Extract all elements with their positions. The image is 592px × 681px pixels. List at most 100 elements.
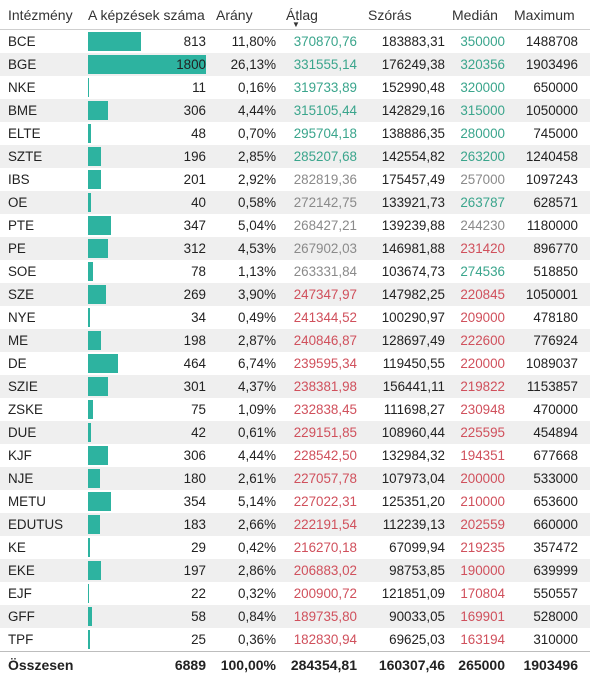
data-bar-cell	[88, 76, 208, 99]
table-row[interactable]: ME 198 2,87% 240846,87 128697,49 222600 776924	[0, 329, 590, 352]
cell-maximum: 1089037	[525, 356, 578, 371]
data-bar	[88, 78, 89, 97]
header-maximum[interactable]: Maximum	[514, 6, 575, 23]
cell-szoras: 111698,27	[383, 402, 445, 417]
data-bar-cell	[88, 145, 208, 168]
cell-atlag: 295704,18	[293, 126, 357, 141]
cell-maximum: 454894	[533, 425, 578, 440]
cell-kepzesek-szama: 48	[191, 126, 206, 141]
cell-atlag: 200900,72	[293, 586, 357, 601]
table-row[interactable]: IBS 201 2,92% 282819,36 175457,49 257000 10972…	[0, 168, 590, 191]
data-bar	[88, 607, 92, 626]
cell-intezmeny: SZIE	[8, 379, 38, 394]
cell-szoras: 107973,04	[381, 471, 445, 486]
cell-maximum: 518850	[533, 264, 578, 279]
cell-median: 170804	[460, 586, 505, 601]
cell-atlag: 240846,87	[293, 333, 357, 348]
header-kepzesek-szama[interactable]: A képzések száma	[88, 6, 205, 23]
cell-szoras: 147982,25	[381, 287, 445, 302]
table-row[interactable]: KE 29 0,42% 216270,18 67099,94 219235 357472	[0, 536, 590, 559]
cell-kepzesek-szama: 464	[183, 356, 206, 371]
cell-szoras: 108960,44	[381, 425, 445, 440]
cell-szoras: 138886,35	[381, 126, 445, 141]
table-row[interactable]: SZE 269 3,90% 247347,97 147982,25 220845 10500…	[0, 283, 590, 306]
cell-atlag: 239595,34	[293, 356, 357, 371]
cell-szoras: 125351,20	[381, 494, 445, 509]
table-row[interactable]: NJE 180 2,61% 227057,78 107973,04 200000 53300…	[0, 467, 590, 490]
cell-maximum: 639999	[533, 563, 578, 578]
total-label: Összesen	[8, 656, 74, 673]
table-row[interactable]: TPF 25 0,36% 182830,94 69625,03 163194 310000	[0, 628, 590, 651]
cell-atlag: 285207,68	[293, 149, 357, 164]
cell-arany: 11,80%	[231, 34, 276, 49]
table-row[interactable]: GFF 58 0,84% 189735,80 90033,05 169901 528000	[0, 605, 590, 628]
header-intezmeny[interactable]: Intézmény	[8, 6, 73, 23]
cell-intezmeny: SZTE	[8, 149, 43, 164]
table-row[interactable]: BME 306 4,44% 315105,44 142829,16 315000 10500…	[0, 99, 590, 122]
cell-intezmeny: PTE	[8, 218, 35, 233]
table-row[interactable]: OE 40 0,58% 272142,75 133921,73 263787 628571	[0, 191, 590, 214]
cell-maximum: 745000	[533, 126, 578, 141]
cell-intezmeny: NKE	[8, 80, 36, 95]
table-row[interactable]: EJF 22 0,32% 200900,72 121851,09 170804 550557	[0, 582, 590, 605]
cell-arany: 2,92%	[238, 172, 276, 187]
cell-atlag: 238381,98	[293, 379, 357, 394]
cell-atlag: 228542,50	[293, 448, 357, 463]
cell-median: 190000	[460, 563, 505, 578]
table-row[interactable]: EKE 197 2,86% 206883,02 98753,85 190000 639999	[0, 559, 590, 582]
data-bar-cell	[88, 375, 208, 398]
header-arany[interactable]: Arány	[216, 6, 253, 23]
cell-maximum: 1097243	[525, 172, 578, 187]
data-bar	[88, 630, 90, 649]
table-row[interactable]: ELTE 48 0,70% 295704,18 138886,35 280000 74500…	[0, 122, 590, 145]
data-bar-cell	[88, 444, 208, 467]
cell-median: 220000	[460, 356, 505, 371]
sort-descending-icon[interactable]: ▼	[292, 20, 300, 29]
cell-maximum: 653600	[533, 494, 578, 509]
table-row[interactable]: NYE 34 0,49% 241344,52 100290,97 209000 478180	[0, 306, 590, 329]
table-row[interactable]: DE 464 6,74% 239595,34 119450,55 220000 108903…	[0, 352, 590, 375]
table-row[interactable]: PE 312 4,53% 267902,03 146981,88 231420 896770	[0, 237, 590, 260]
header-median[interactable]: Medián	[452, 6, 498, 23]
table-row[interactable]: METU 354 5,14% 227022,31 125351,20 210000 6536…	[0, 490, 590, 513]
table-row[interactable]: BGE 1800 26,13% 331555,14 176249,38 320356 190…	[0, 53, 590, 76]
table-row[interactable]: SOE 78 1,13% 263331,84 103674,73 274536 518850	[0, 260, 590, 283]
table-row[interactable]: SZIE 301 4,37% 238381,98 156441,11 219822 1153…	[0, 375, 590, 398]
cell-maximum: 677668	[533, 448, 578, 463]
cell-kepzesek-szama: 1800	[176, 57, 206, 72]
header-szoras[interactable]: Szórás	[368, 6, 412, 23]
data-bar	[88, 492, 112, 511]
table-row[interactable]: EDUTUS 183 2,66% 222191,54 112239,13 202559 66…	[0, 513, 590, 536]
cell-szoras: 69625,03	[389, 632, 445, 647]
data-bar-cell	[88, 628, 208, 651]
cell-kepzesek-szama: 312	[183, 241, 206, 256]
cell-median: 194351	[460, 448, 505, 463]
table-row[interactable]: KJF 306 4,44% 228542,50 132984,32 194351 67766…	[0, 444, 590, 467]
data-bar	[88, 147, 101, 166]
data-bar	[88, 193, 91, 212]
cell-median: 320356	[460, 57, 505, 72]
data-bar-cell	[88, 53, 208, 76]
cell-intezmeny: TPF	[8, 632, 34, 647]
cell-kepzesek-szama: 306	[183, 448, 206, 463]
cell-arany: 0,58%	[238, 195, 276, 210]
table-row[interactable]: PTE 347 5,04% 268427,21 139239,88 244230 11800…	[0, 214, 590, 237]
table-row[interactable]: BCE 813 11,80% 370870,76 183883,31 350000 1488…	[0, 30, 590, 53]
header-atlag[interactable]: Átlag	[286, 6, 318, 23]
cell-kepzesek-szama: 183	[183, 517, 206, 532]
cell-szoras: 139239,88	[381, 218, 445, 233]
data-bar	[88, 285, 106, 304]
table-row[interactable]: SZTE 196 2,85% 285207,68 142554,82 263200 1240…	[0, 145, 590, 168]
cell-intezmeny: GFF	[8, 609, 35, 624]
total-arany: 100,00%	[220, 656, 276, 673]
cell-kepzesek-szama: 813	[183, 34, 206, 49]
cell-arany: 0,36%	[238, 632, 276, 647]
cell-median: 315000	[460, 103, 505, 118]
cell-kepzesek-szama: 42	[191, 425, 206, 440]
table-row[interactable]: ZSKE 75 1,09% 232838,45 111698,27 230948 47000…	[0, 398, 590, 421]
cell-arany: 4,37%	[238, 379, 276, 394]
table-row[interactable]: NKE 11 0,16% 319733,89 152990,48 320000 650000	[0, 76, 590, 99]
total-median: 265000	[458, 656, 505, 673]
cell-szoras: 146981,88	[381, 241, 445, 256]
table-row[interactable]: DUE 42 0,61% 229151,85 108960,44 225595 454894	[0, 421, 590, 444]
